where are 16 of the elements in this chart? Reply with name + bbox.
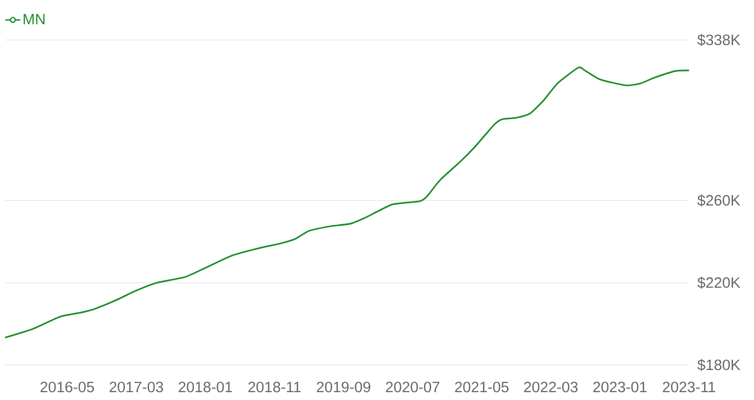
x-tick-label: 2023-11 [662,382,716,392]
x-tick-label: 2018-01 [178,382,232,392]
x-tick-label: 2023-01 [593,382,647,392]
y-tick-label: $338K [697,34,740,46]
x-tick-label: 2021-05 [455,382,509,392]
x-tick-label: 2022-03 [524,382,578,392]
y-tick-label: $220K [697,276,740,289]
y-tick-label: $180K [697,358,740,372]
legend-label: MN [24,14,45,24]
x-tick-label: 2019-09 [316,382,370,392]
x-tick-label: 2016-05 [40,382,94,392]
line-series [5,66,690,338]
x-tick-label: 2020-07 [386,382,440,392]
y-tick-label: $260K [697,194,740,206]
x-tick-label: 2017-03 [110,382,164,392]
x-tick-label: 2018-11 [248,382,301,392]
